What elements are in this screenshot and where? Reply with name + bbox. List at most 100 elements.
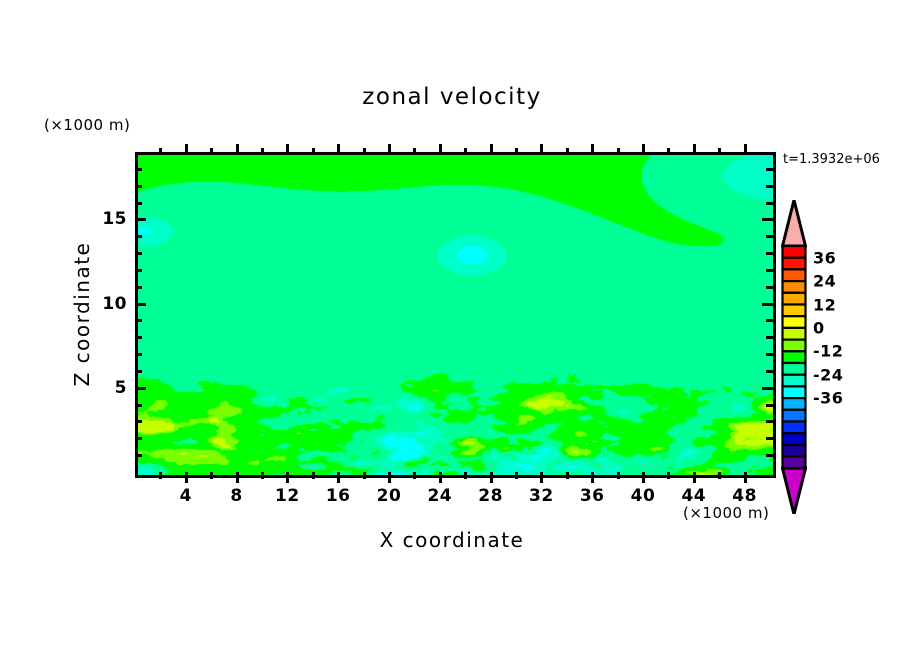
y-tick-left xyxy=(135,252,142,256)
x-tick-bottom xyxy=(388,472,391,483)
x-tick-bottom xyxy=(413,472,417,479)
colorbar-band xyxy=(781,361,807,376)
x-tick-top xyxy=(515,148,518,155)
x-tick-label: 40 xyxy=(630,486,656,506)
y-tick-left xyxy=(135,353,142,357)
colorbar-band xyxy=(781,350,807,365)
y-tick-right xyxy=(766,235,773,239)
colorbar-band xyxy=(781,244,807,259)
y-tick-right xyxy=(766,285,773,289)
x-axis-title: X coordinate xyxy=(379,528,525,552)
x-tick-top xyxy=(642,144,645,155)
x-tick-top xyxy=(438,144,442,155)
contour-plot-area xyxy=(135,152,776,478)
y-tick-left xyxy=(135,437,142,441)
x-tick-bottom xyxy=(591,472,595,483)
y-tick-right xyxy=(762,302,773,306)
y-tick-left xyxy=(135,184,142,188)
colorbar-tick-label: 24 xyxy=(813,271,837,291)
x-tick-top xyxy=(235,144,239,155)
colorbar-band xyxy=(781,291,807,306)
x-tick-top xyxy=(388,144,391,155)
x-tick-top xyxy=(311,148,315,155)
y-tick-right xyxy=(766,319,773,323)
y-tick-left xyxy=(135,302,146,306)
colorbar-band xyxy=(781,397,807,411)
y-tick-right xyxy=(766,437,773,441)
x-tick-bottom xyxy=(210,472,214,479)
colorbar-band xyxy=(781,256,807,271)
x-tick-bottom xyxy=(489,472,493,483)
y-tick-right xyxy=(766,336,773,340)
y-tick-right xyxy=(766,454,773,458)
x-tick-bottom xyxy=(743,472,747,483)
x-tick-label: 44 xyxy=(681,486,707,506)
y-tick-label: 10 xyxy=(102,293,127,314)
colorbar-band xyxy=(781,279,807,294)
colorbar-over-arrow xyxy=(781,200,807,248)
colorbar-band xyxy=(781,385,807,400)
x-tick-label: 20 xyxy=(376,486,402,506)
x-tick-top xyxy=(565,148,569,155)
x-axis-units-label: (×1000 m) xyxy=(683,504,770,522)
colorbar-band xyxy=(781,420,807,435)
x-tick-top xyxy=(692,144,696,155)
colorbar-under-arrow xyxy=(781,466,807,515)
x-tick-top xyxy=(184,144,188,155)
x-tick-label: 28 xyxy=(478,486,503,506)
y-tick-left xyxy=(135,386,146,390)
y-tick-right xyxy=(762,386,773,390)
y-tick-left xyxy=(135,218,146,222)
time-annotation: t=1.3932e+06 xyxy=(783,152,880,167)
y-tick-left xyxy=(135,201,142,205)
x-tick-bottom xyxy=(362,472,366,479)
y-tick-left xyxy=(135,167,142,171)
x-tick-label: 36 xyxy=(579,486,605,506)
x-tick-bottom xyxy=(337,472,341,483)
colorbar: 36 24 12 0 -12 -24 -36 xyxy=(781,200,843,515)
y-axis-units-label: (×1000 m) xyxy=(44,116,131,134)
y-tick-right xyxy=(766,201,773,205)
y-tick-right xyxy=(766,369,773,373)
x-tick-bottom xyxy=(438,472,442,483)
x-tick-bottom xyxy=(565,472,569,479)
colorbar-band xyxy=(781,432,807,446)
y-tick-left xyxy=(135,369,142,373)
y-tick-right xyxy=(766,403,773,407)
x-tick-top xyxy=(667,148,671,155)
x-tick-bottom xyxy=(667,472,671,479)
colorbar-tick-label: 12 xyxy=(813,295,837,314)
page-title: zonal velocity xyxy=(362,84,542,110)
colorbar-tick-label: 0 xyxy=(813,318,825,338)
y-tick-right xyxy=(766,184,773,188)
x-tick-top xyxy=(464,148,468,155)
x-tick-top xyxy=(489,144,493,155)
x-tick-bottom xyxy=(311,472,315,479)
x-tick-label: 32 xyxy=(529,486,554,506)
y-tick-left xyxy=(135,285,142,289)
y-tick-right xyxy=(766,420,773,424)
x-tick-top xyxy=(362,148,366,155)
colorbar-band xyxy=(781,315,807,329)
contour-field-canvas xyxy=(138,155,773,475)
x-tick-top xyxy=(159,148,163,155)
x-tick-bottom xyxy=(235,472,239,483)
y-tick-right xyxy=(766,353,773,357)
x-tick-bottom xyxy=(718,472,722,479)
x-tick-top xyxy=(743,144,747,155)
colorbar-band xyxy=(781,303,807,318)
y-tick-right xyxy=(766,268,773,272)
y-tick-left xyxy=(135,319,142,323)
colorbar-tick-label: -36 xyxy=(813,388,844,408)
y-tick-label: 5 xyxy=(114,377,127,398)
y-tick-right xyxy=(766,167,773,171)
x-tick-label: 16 xyxy=(325,486,351,506)
colorbar-tick-label: -12 xyxy=(813,341,844,361)
x-tick-top xyxy=(616,148,620,155)
x-tick-bottom xyxy=(184,472,188,483)
colorbar-band xyxy=(781,408,807,423)
y-tick-left xyxy=(135,420,142,424)
x-tick-top xyxy=(591,144,595,155)
x-tick-bottom xyxy=(159,472,163,479)
